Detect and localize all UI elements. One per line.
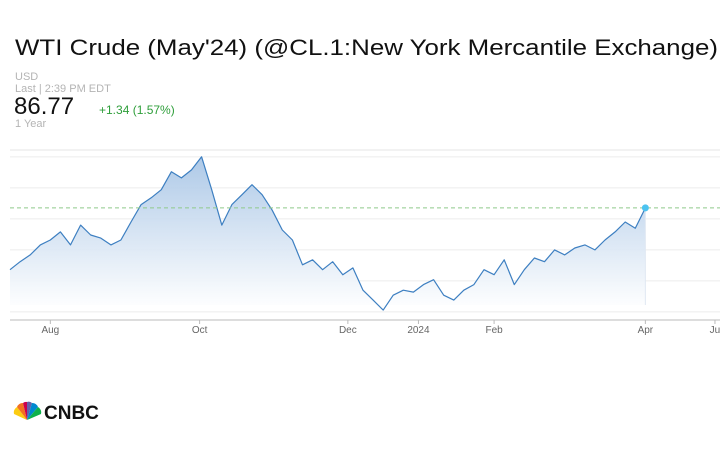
logo-text: CNBC	[44, 403, 99, 424]
feather	[27, 402, 38, 420]
feather	[13, 407, 27, 420]
feather	[27, 401, 32, 420]
chart-title: WTI Crude (May'24) (@CL.1:New York Merca…	[15, 35, 718, 60]
area-fill	[10, 156, 646, 311]
last-point	[641, 204, 649, 212]
plot-area: Aug Oct Dec 2024 Feb Apr Ju	[9, 149, 720, 336]
feather	[17, 402, 27, 420]
x-tick-label: Ju	[710, 325, 720, 336]
cnbc-logo: CNBC	[13, 401, 99, 424]
x-tick-label: Apr	[638, 325, 654, 336]
x-tick-label: Feb	[485, 325, 503, 336]
price: 86.77	[14, 93, 74, 120]
price-line	[9, 156, 646, 311]
currency: USD	[15, 71, 38, 83]
feather	[27, 407, 42, 420]
peacock	[13, 401, 42, 420]
change: +1.34 (1.57%)	[99, 103, 175, 117]
x-tick-label: Aug	[41, 325, 59, 336]
range: 1 Year	[15, 118, 47, 130]
last-time: Last | 2:39 PM EDT	[15, 83, 111, 95]
feather	[23, 401, 27, 420]
x-tick-label: Dec	[339, 325, 357, 336]
x-tick-label: 2024	[407, 325, 430, 336]
x-tick-label: Oct	[192, 325, 208, 336]
